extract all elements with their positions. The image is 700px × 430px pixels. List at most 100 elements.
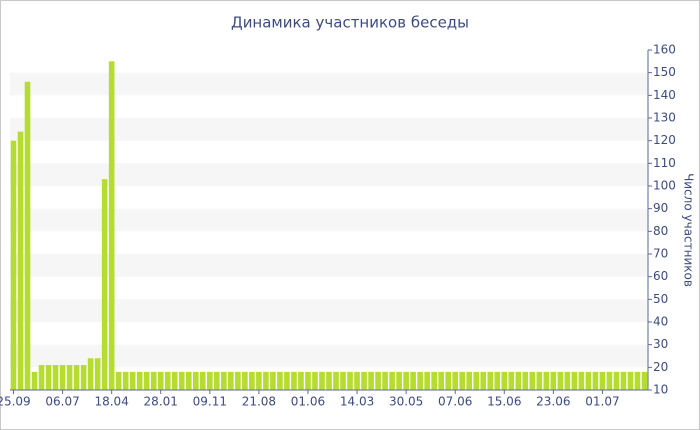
bar (249, 371, 255, 390)
bar (368, 371, 374, 390)
x-tick-label: 28.01 (144, 395, 178, 409)
bar (150, 371, 157, 390)
bar (80, 365, 87, 390)
bar (59, 365, 66, 390)
x-tick-label: 21.08 (242, 395, 276, 409)
bar (115, 371, 122, 390)
y-tick-label: 80 (653, 224, 668, 238)
bar (129, 371, 136, 390)
bar (375, 371, 381, 390)
x-tick-label: 25.09 (0, 395, 31, 409)
bar (634, 371, 641, 390)
y-tick-label: 140 (653, 88, 676, 102)
bar (221, 371, 227, 390)
bar (473, 371, 480, 390)
x-tick-label: 18.04 (94, 395, 128, 409)
bar (417, 371, 423, 390)
x-tick-label: 01.07 (585, 395, 619, 409)
x-tick-label: 01.06 (291, 395, 325, 409)
bar (52, 365, 59, 390)
bar (620, 371, 627, 390)
bar (557, 371, 564, 390)
bar (157, 371, 164, 390)
bar (592, 371, 599, 390)
bar (66, 365, 73, 390)
y-tick-label: 150 (653, 65, 676, 79)
bar (101, 179, 108, 390)
y-tick-label: 60 (653, 269, 668, 283)
bar (291, 371, 297, 390)
bar (347, 371, 353, 390)
y-tick-label: 40 (653, 315, 668, 329)
bar (10, 140, 17, 390)
bar (207, 371, 213, 390)
bar (606, 371, 613, 390)
y-tick-label: 100 (653, 179, 676, 193)
y-tick-label: 110 (653, 156, 676, 170)
bar (389, 371, 395, 390)
y-tick-label: 50 (653, 292, 668, 306)
bar (627, 371, 634, 390)
bar (543, 371, 550, 390)
bar (256, 371, 262, 390)
bar (459, 371, 466, 390)
bar (333, 371, 339, 390)
y-tick-label: 70 (653, 247, 668, 261)
bar (199, 371, 206, 390)
y-tick-label: 30 (653, 337, 668, 351)
bar (613, 371, 620, 390)
x-tick-label: 06.07 (45, 395, 79, 409)
bar (136, 371, 143, 390)
bar (270, 371, 276, 390)
y-tick-label: 90 (653, 201, 668, 215)
bar (410, 371, 416, 390)
bar (466, 371, 473, 390)
bar (571, 371, 578, 390)
bar (641, 371, 648, 390)
grid-band (10, 254, 648, 277)
chart-title: Динамика участников беседы (231, 14, 469, 32)
bar (599, 371, 606, 390)
bar (17, 131, 24, 390)
bar (382, 371, 388, 390)
bar (242, 371, 248, 390)
y-tick-label: 120 (653, 133, 676, 147)
bar (185, 371, 192, 390)
bar (235, 371, 241, 390)
bar (354, 371, 360, 390)
bar (319, 371, 325, 390)
bar (480, 371, 487, 390)
bar (536, 371, 543, 390)
bar (122, 371, 129, 390)
x-tick-label: 07.06 (438, 395, 472, 409)
bar (284, 371, 290, 390)
bar (445, 371, 451, 390)
y-axis-label: Число участников (682, 173, 696, 287)
grid-band (10, 299, 648, 322)
bar (228, 371, 234, 390)
grid-band (10, 344, 648, 368)
bar (361, 371, 367, 390)
bar (108, 61, 115, 390)
x-tick-label: 15.06 (487, 395, 521, 409)
bar (143, 371, 150, 390)
x-tick-label: 09.11 (193, 395, 227, 409)
grid-band (10, 163, 648, 186)
bar (522, 371, 529, 390)
bar (45, 365, 52, 390)
bar (277, 371, 283, 390)
y-tick-label: 130 (653, 111, 676, 125)
bar (73, 365, 80, 390)
bar (87, 358, 94, 390)
bar (326, 371, 332, 390)
bar (396, 371, 402, 390)
bar (340, 371, 346, 390)
bar (585, 371, 592, 390)
bar (94, 358, 101, 390)
bar (298, 371, 304, 390)
bar (424, 371, 430, 390)
bar (38, 365, 45, 390)
bar (508, 371, 515, 390)
x-tick-label: 30.05 (389, 395, 423, 409)
